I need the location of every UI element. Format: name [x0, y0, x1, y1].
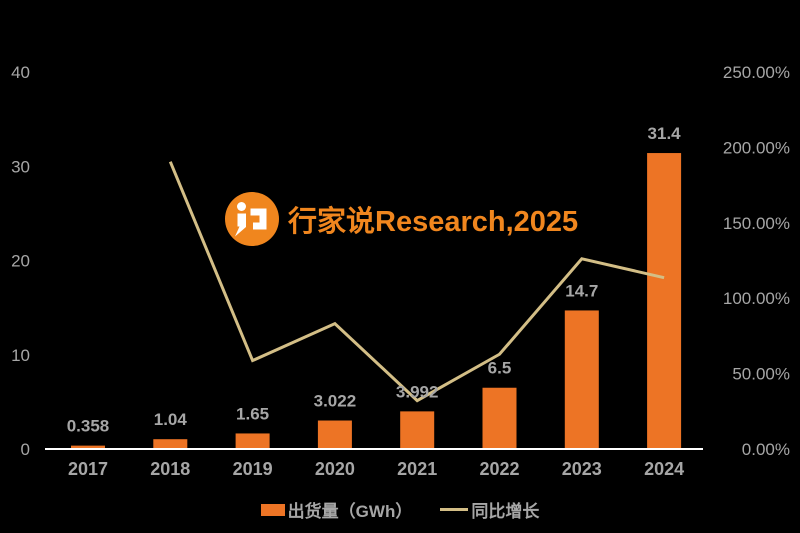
bar-2017 [71, 445, 105, 449]
bar-value-label: 1.65 [236, 404, 269, 423]
left-axis-tick: 40 [11, 63, 30, 82]
x-axis-label-2018: 2018 [150, 459, 190, 479]
watermark: 行家说Research,2025 [225, 192, 578, 246]
x-axis-label-2021: 2021 [397, 459, 437, 479]
bar-value-label: 14.7 [565, 281, 598, 300]
bar-series-label: 出货量（GWh） [287, 502, 413, 521]
bar-value-label: 3.022 [314, 392, 357, 411]
line-series-swatch [440, 508, 469, 511]
right-axis-tick: 150.00% [723, 214, 790, 233]
watermark-text: 行家说Research,2025 [288, 206, 579, 238]
bar-2021 [400, 411, 435, 449]
right-axis-tick: 0.00% [742, 440, 790, 459]
x-axis-label-2023: 2023 [562, 459, 602, 479]
x-axis-label-2020: 2020 [315, 459, 355, 479]
chart-legend: 出货量（GWh） 同比增长 [0, 497, 800, 522]
legend-item-growth: 同比增长 [440, 497, 539, 522]
bar-2023 [564, 310, 599, 449]
left-axis-tick: 20 [11, 252, 30, 271]
bar-value-label: 1.04 [154, 410, 188, 429]
bar-2024 [647, 153, 682, 449]
x-axis-label-2019: 2019 [233, 459, 273, 479]
bar-2022 [482, 387, 517, 449]
bar-2019 [235, 433, 270, 449]
bar-2020 [317, 420, 352, 449]
left-axis-tick: 30 [11, 157, 30, 176]
speech-bubble-logo-icon [225, 192, 279, 246]
right-axis-tick: 250.00% [723, 63, 790, 82]
line-series-label: 同比增长 [471, 502, 540, 521]
bar-value-label: 3.992 [396, 382, 439, 401]
bar-value-label: 6.5 [488, 359, 512, 378]
x-axis-label-2024: 2024 [644, 459, 684, 479]
growth-line [168, 161, 665, 403]
bar-value-label: 0.358 [67, 417, 110, 436]
legend-item-shipments: 出货量（GWh） [260, 497, 413, 522]
x-axis-label-2017: 2017 [68, 459, 108, 479]
bar-series-swatch [260, 503, 285, 516]
left-axis-tick: 0 [21, 440, 30, 459]
right-axis-tick: 100.00% [723, 289, 790, 308]
left-axis-tick: 10 [11, 346, 30, 365]
right-axis-tick: 200.00% [723, 138, 790, 157]
bar-2018 [153, 439, 188, 449]
right-axis-tick: 50.00% [732, 365, 790, 384]
x-axis-label-2022: 2022 [479, 459, 519, 479]
bar-value-label: 31.4 [648, 124, 682, 143]
